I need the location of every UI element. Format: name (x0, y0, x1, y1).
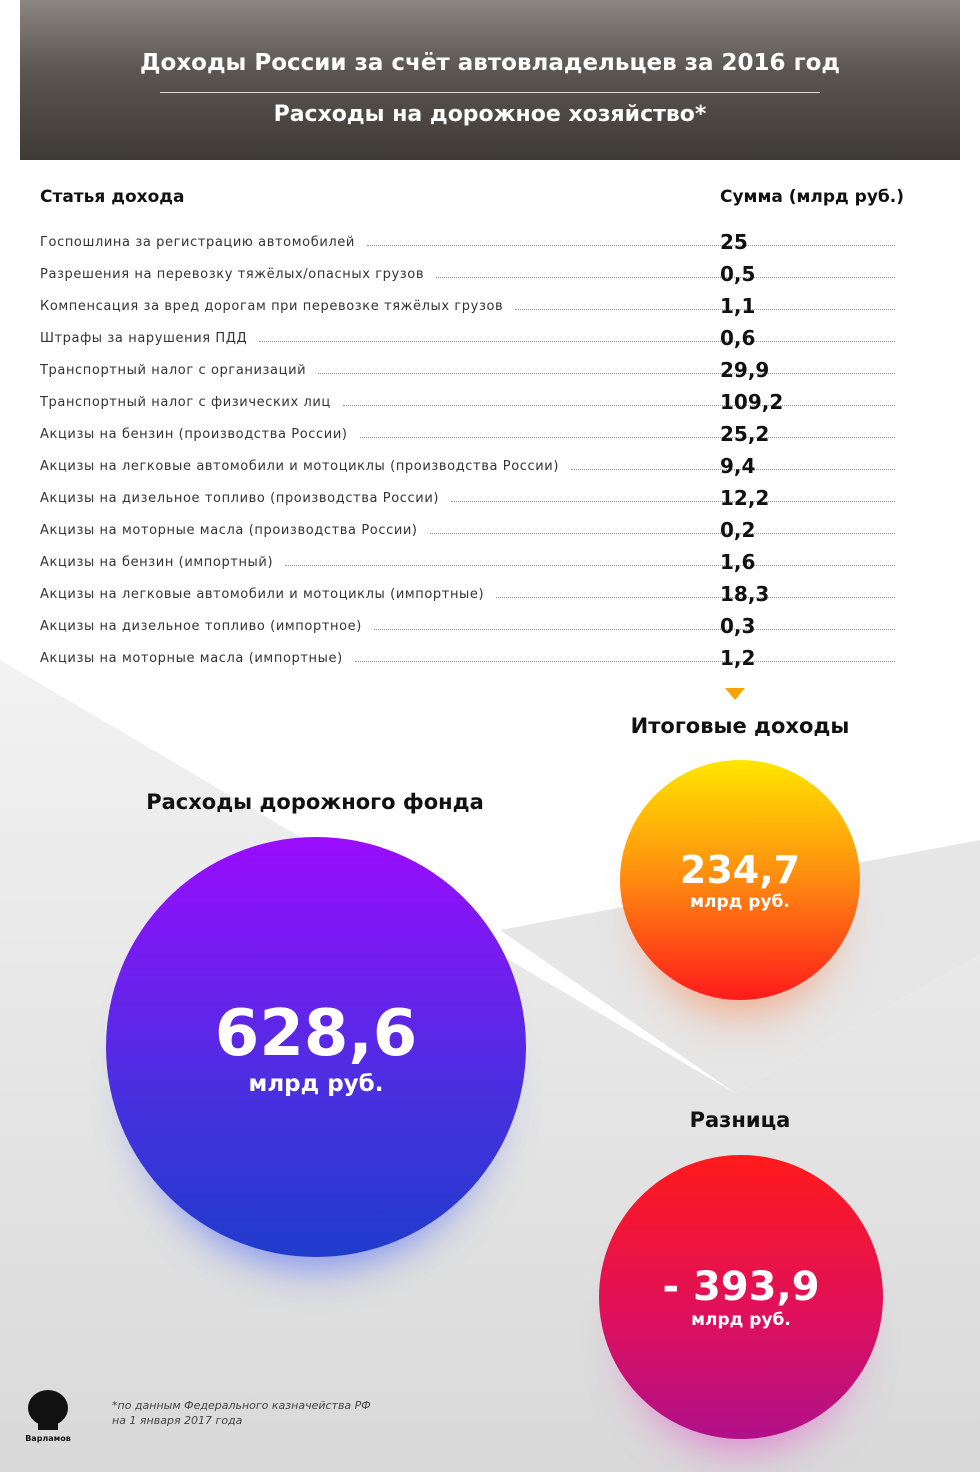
income-value: 234,7 (679, 848, 801, 892)
row-value: 25,2 (720, 422, 770, 446)
row-label: Штрафы за нарушения ПДД (40, 330, 248, 346)
row-value: 29,9 (720, 358, 770, 382)
table-row: Госпошлина за регистрацию автомобилей 25 (40, 226, 940, 258)
row-label: Транспортный налог с организаций (40, 362, 307, 378)
table-row: Транспортный налог с физических лиц 109,2 (40, 386, 940, 418)
leader (451, 500, 895, 502)
row-value: 109,2 (720, 390, 784, 414)
expenses-label: Расходы дорожного фонда (146, 790, 484, 814)
row-label: Компенсация за вред дорогам при перевозк… (40, 298, 504, 314)
table-row: Компенсация за вред дорогам при перевозк… (40, 290, 940, 322)
row-label: Акцизы на бензин (производства России) (40, 426, 348, 442)
table-row: Акцизы на моторные масла (производства Р… (40, 514, 940, 546)
column-header: Сумма (млрд руб.) (720, 187, 905, 207)
leader (366, 244, 895, 246)
table-row: Акцизы на моторные масла (импортные) 1,2 (40, 642, 940, 674)
leader (359, 436, 895, 438)
expenses-value: 628,6 (214, 997, 418, 1071)
header: Доходы России за счёт автовладельцев за … (20, 0, 960, 160)
row-label: Акцизы на дизельное топливо (производств… (40, 490, 440, 506)
title: Доходы России за счёт автовладельцев за … (140, 50, 840, 76)
row-value: 0,5 (720, 262, 756, 286)
row-value: 1,1 (720, 294, 756, 318)
leader (285, 564, 895, 566)
table-row: Акцизы на дизельное топливо (производств… (40, 482, 940, 514)
logo: Варламов (22, 1388, 74, 1443)
row-label: Акцизы на дизельное топливо (импортное) (40, 618, 362, 634)
leader (318, 372, 895, 374)
subtitle: Расходы на дорожное хозяйство* (273, 102, 707, 127)
footnote-line: *по данным Федерального казначейства РФ (112, 1399, 371, 1412)
column-header: Статья дохода (40, 187, 185, 207)
table-row: Акцизы на легковые автомобили и мотоцикл… (40, 578, 940, 610)
difference-value: - 393,9 (662, 1264, 820, 1310)
leader (429, 532, 895, 534)
row-value: 0,3 (720, 614, 756, 638)
income-label: Итоговые доходы (630, 714, 850, 738)
row-label: Акцизы на моторные масла (производства Р… (40, 522, 418, 538)
row-label: Акцизы на бензин (импортный) (40, 554, 274, 570)
expenses-unit: млрд руб. (248, 1071, 384, 1097)
difference-circle: - 393,9 млрд руб. (599, 1155, 883, 1439)
logo-text: Варламов (25, 1434, 71, 1443)
arrow (725, 688, 745, 700)
row-label: Транспортный налог с физических лиц (40, 394, 331, 410)
row-value: 25 (720, 230, 748, 254)
leader (515, 308, 895, 310)
leader (354, 660, 895, 662)
row-label: Акцизы на моторные масла (импортные) (40, 650, 343, 666)
income-unit: млрд руб. (690, 892, 790, 912)
row-label: Госпошлина за регистрацию автомобилей (40, 234, 355, 250)
row-label: Разрешения на перевозку тяжёлых/опасных … (40, 266, 425, 282)
row-label: Акцизы на легковые автомобили и мотоцикл… (40, 586, 485, 602)
leader (342, 404, 895, 406)
footnote-line: на 1 января 2017 года (112, 1414, 243, 1427)
row-value: 12,2 (720, 486, 770, 510)
table-row: Акцизы на бензин (импортный) 1,6 (40, 546, 940, 578)
row-value: 0,2 (720, 518, 756, 542)
leader (373, 628, 895, 630)
row-value: 1,2 (720, 646, 756, 670)
table-row: Акцизы на легковые автомобили и мотоцикл… (40, 450, 940, 482)
income-circle: 234,7 млрд руб. (620, 760, 860, 1000)
leader (496, 596, 895, 598)
leader (436, 276, 895, 278)
table-row: Акцизы на дизельное топливо (импортное) 0… (40, 610, 940, 642)
table-row: Разрешения на перевозку тяжёлых/опасных … (40, 258, 940, 290)
row-value: 0,6 (720, 326, 756, 350)
table-row: Транспортный налог с организаций 29,9 (40, 354, 940, 386)
leader (259, 340, 895, 342)
difference-unit: млрд руб. (691, 1310, 791, 1330)
row-value: 9,4 (720, 454, 756, 478)
expenses-circle: 628,6 млрд руб. (106, 837, 526, 1257)
divider (160, 92, 820, 93)
footnote: *по данным Федерального казначейства РФ … (112, 1398, 371, 1428)
leader (571, 468, 895, 470)
logo-icon (28, 1390, 68, 1430)
table-row: Штрафы за нарушения ПДД 0,6 (40, 322, 940, 354)
table-row: Акцизы на бензин (производства России) 25… (40, 418, 940, 450)
row-label: Акцизы на легковые автомобили и мотоцикл… (40, 458, 560, 474)
row-value: 18,3 (720, 582, 770, 606)
row-value: 1,6 (720, 550, 756, 574)
difference-label: Разница (689, 1108, 791, 1132)
